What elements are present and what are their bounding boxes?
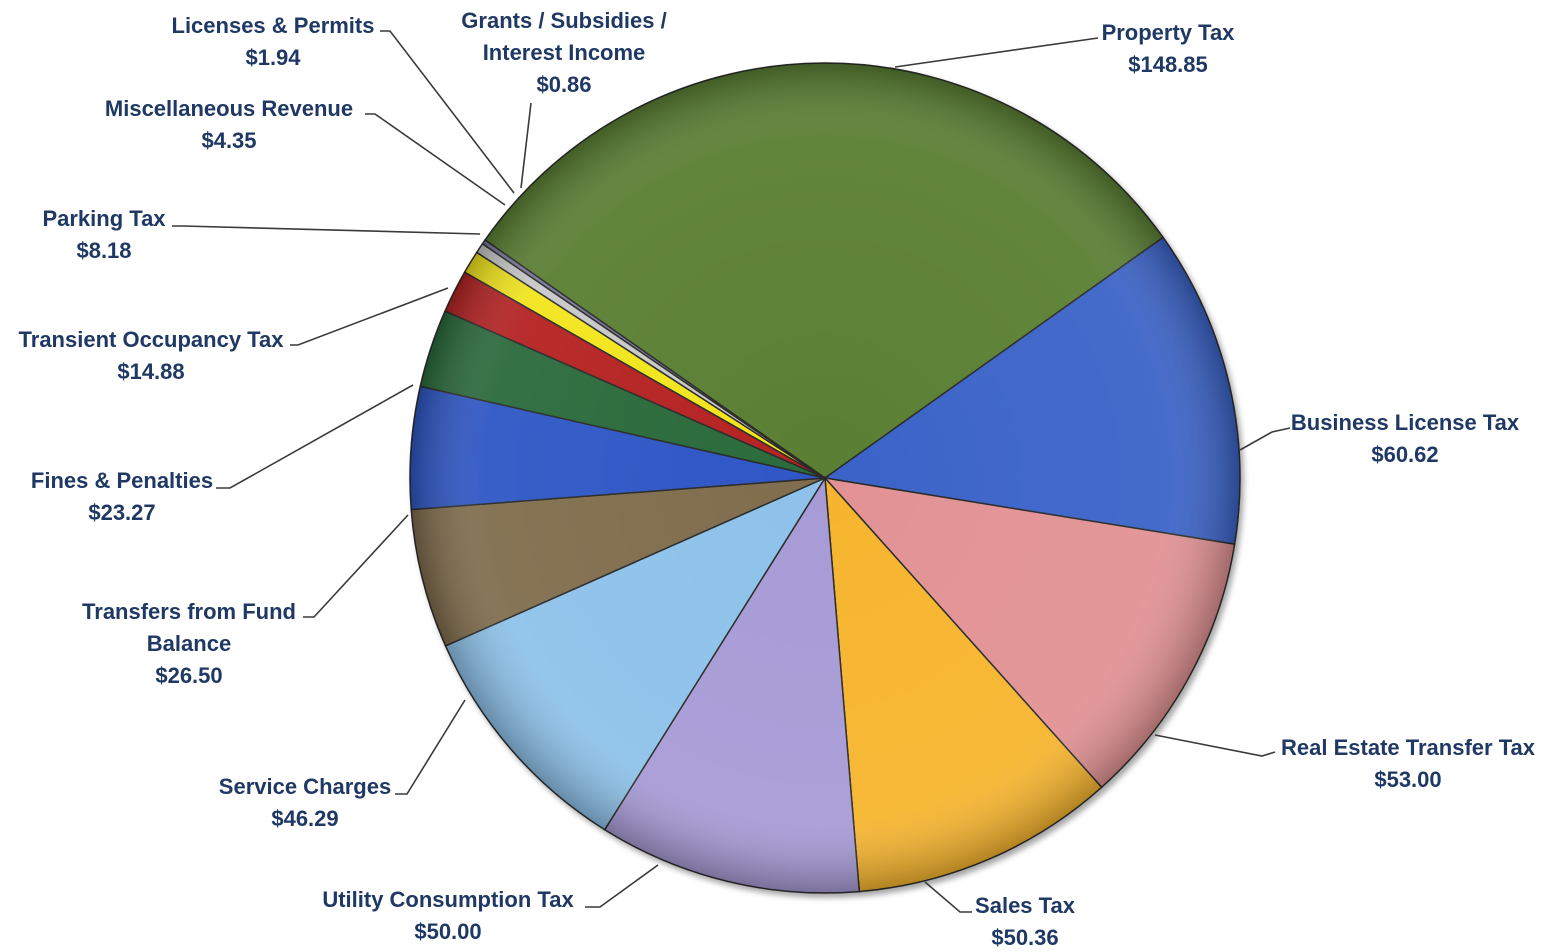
slice-label: Transfers from Fund Balance $26.50 — [82, 599, 296, 688]
slice-name-label: Real Estate Transfer Tax — [1281, 735, 1536, 760]
slice-name-label: Parking Tax — [42, 206, 166, 231]
slice-label: Licenses & Permits $1.94 — [172, 13, 375, 70]
slice-label: Property Tax $148.85 — [1102, 20, 1236, 77]
leader-line — [1154, 734, 1276, 757]
slice-label: Business License Tax $60.62 — [1291, 410, 1520, 467]
slice-label: Grants / Subsidies / Interest Income $0.86 — [461, 8, 666, 97]
slice-label: Service Charges $46.29 — [219, 774, 391, 831]
slice-name-label: Balance — [147, 631, 231, 656]
slice-value-label: $4.35 — [201, 128, 256, 153]
slice-name-label: Fines & Penalties — [31, 468, 213, 493]
slice-name-label: Property Tax — [1102, 20, 1236, 45]
slice-labels: Property Tax $148.85 Business License Tax $… — [19, 8, 1536, 950]
slice-label: Utility Consumption Tax $50.00 — [322, 887, 574, 944]
leader-line — [216, 384, 414, 489]
slice-value-label: $50.00 — [414, 919, 481, 944]
slice-value-label: $1.94 — [245, 45, 301, 70]
slice-value-label: $14.88 — [117, 359, 184, 384]
leader-line — [290, 287, 449, 346]
slice-label: Transient Occupancy Tax $14.88 — [19, 327, 285, 384]
leader-line — [520, 102, 532, 189]
slice-name-label: Transfers from Fund — [82, 599, 296, 624]
leader-line — [395, 699, 466, 795]
leader-line — [365, 113, 506, 206]
slice-label: Parking Tax $8.18 — [42, 206, 166, 263]
slice-name-label: Sales Tax — [975, 893, 1076, 918]
leader-line — [380, 30, 515, 194]
slice-value-label: $53.00 — [1374, 767, 1441, 792]
slice-name-label: Service Charges — [219, 774, 391, 799]
slice-value-label: $46.29 — [271, 806, 338, 831]
leader-line — [585, 864, 659, 908]
leader-line — [303, 514, 409, 618]
slice-name-label: Transient Occupancy Tax — [19, 327, 285, 352]
slice-value-label: $148.85 — [1128, 52, 1208, 77]
slice-name-label: Miscellaneous Revenue — [105, 96, 353, 121]
slice-label: Miscellaneous Revenue $4.35 — [105, 96, 353, 153]
slice-value-label: $50.36 — [991, 925, 1058, 950]
slice-value-label: $26.50 — [155, 663, 222, 688]
leader-lines — [172, 30, 1291, 913]
slice-value-label: $0.86 — [536, 72, 591, 97]
slice-name-label: Licenses & Permits — [172, 13, 375, 38]
slice-name-label: Utility Consumption Tax — [322, 887, 574, 912]
slice-value-label: $8.18 — [76, 238, 131, 263]
slice-label: Fines & Penalties $23.27 — [31, 468, 213, 525]
slice-name-label: Interest Income — [483, 40, 646, 65]
leader-line — [172, 225, 481, 235]
slice-label: Real Estate Transfer Tax $53.00 — [1281, 735, 1536, 792]
slice-name-label: Grants / Subsidies / — [461, 8, 666, 33]
slice-value-label: $60.62 — [1371, 442, 1438, 467]
slice-name-label: Business License Tax — [1291, 410, 1520, 435]
leader-line — [1239, 427, 1291, 451]
leader-line — [894, 37, 1099, 68]
slice-value-label: $23.27 — [88, 500, 155, 525]
pie-slices — [409, 62, 1241, 894]
slice-label: Sales Tax $50.36 — [975, 893, 1076, 950]
leader-line — [924, 881, 972, 913]
